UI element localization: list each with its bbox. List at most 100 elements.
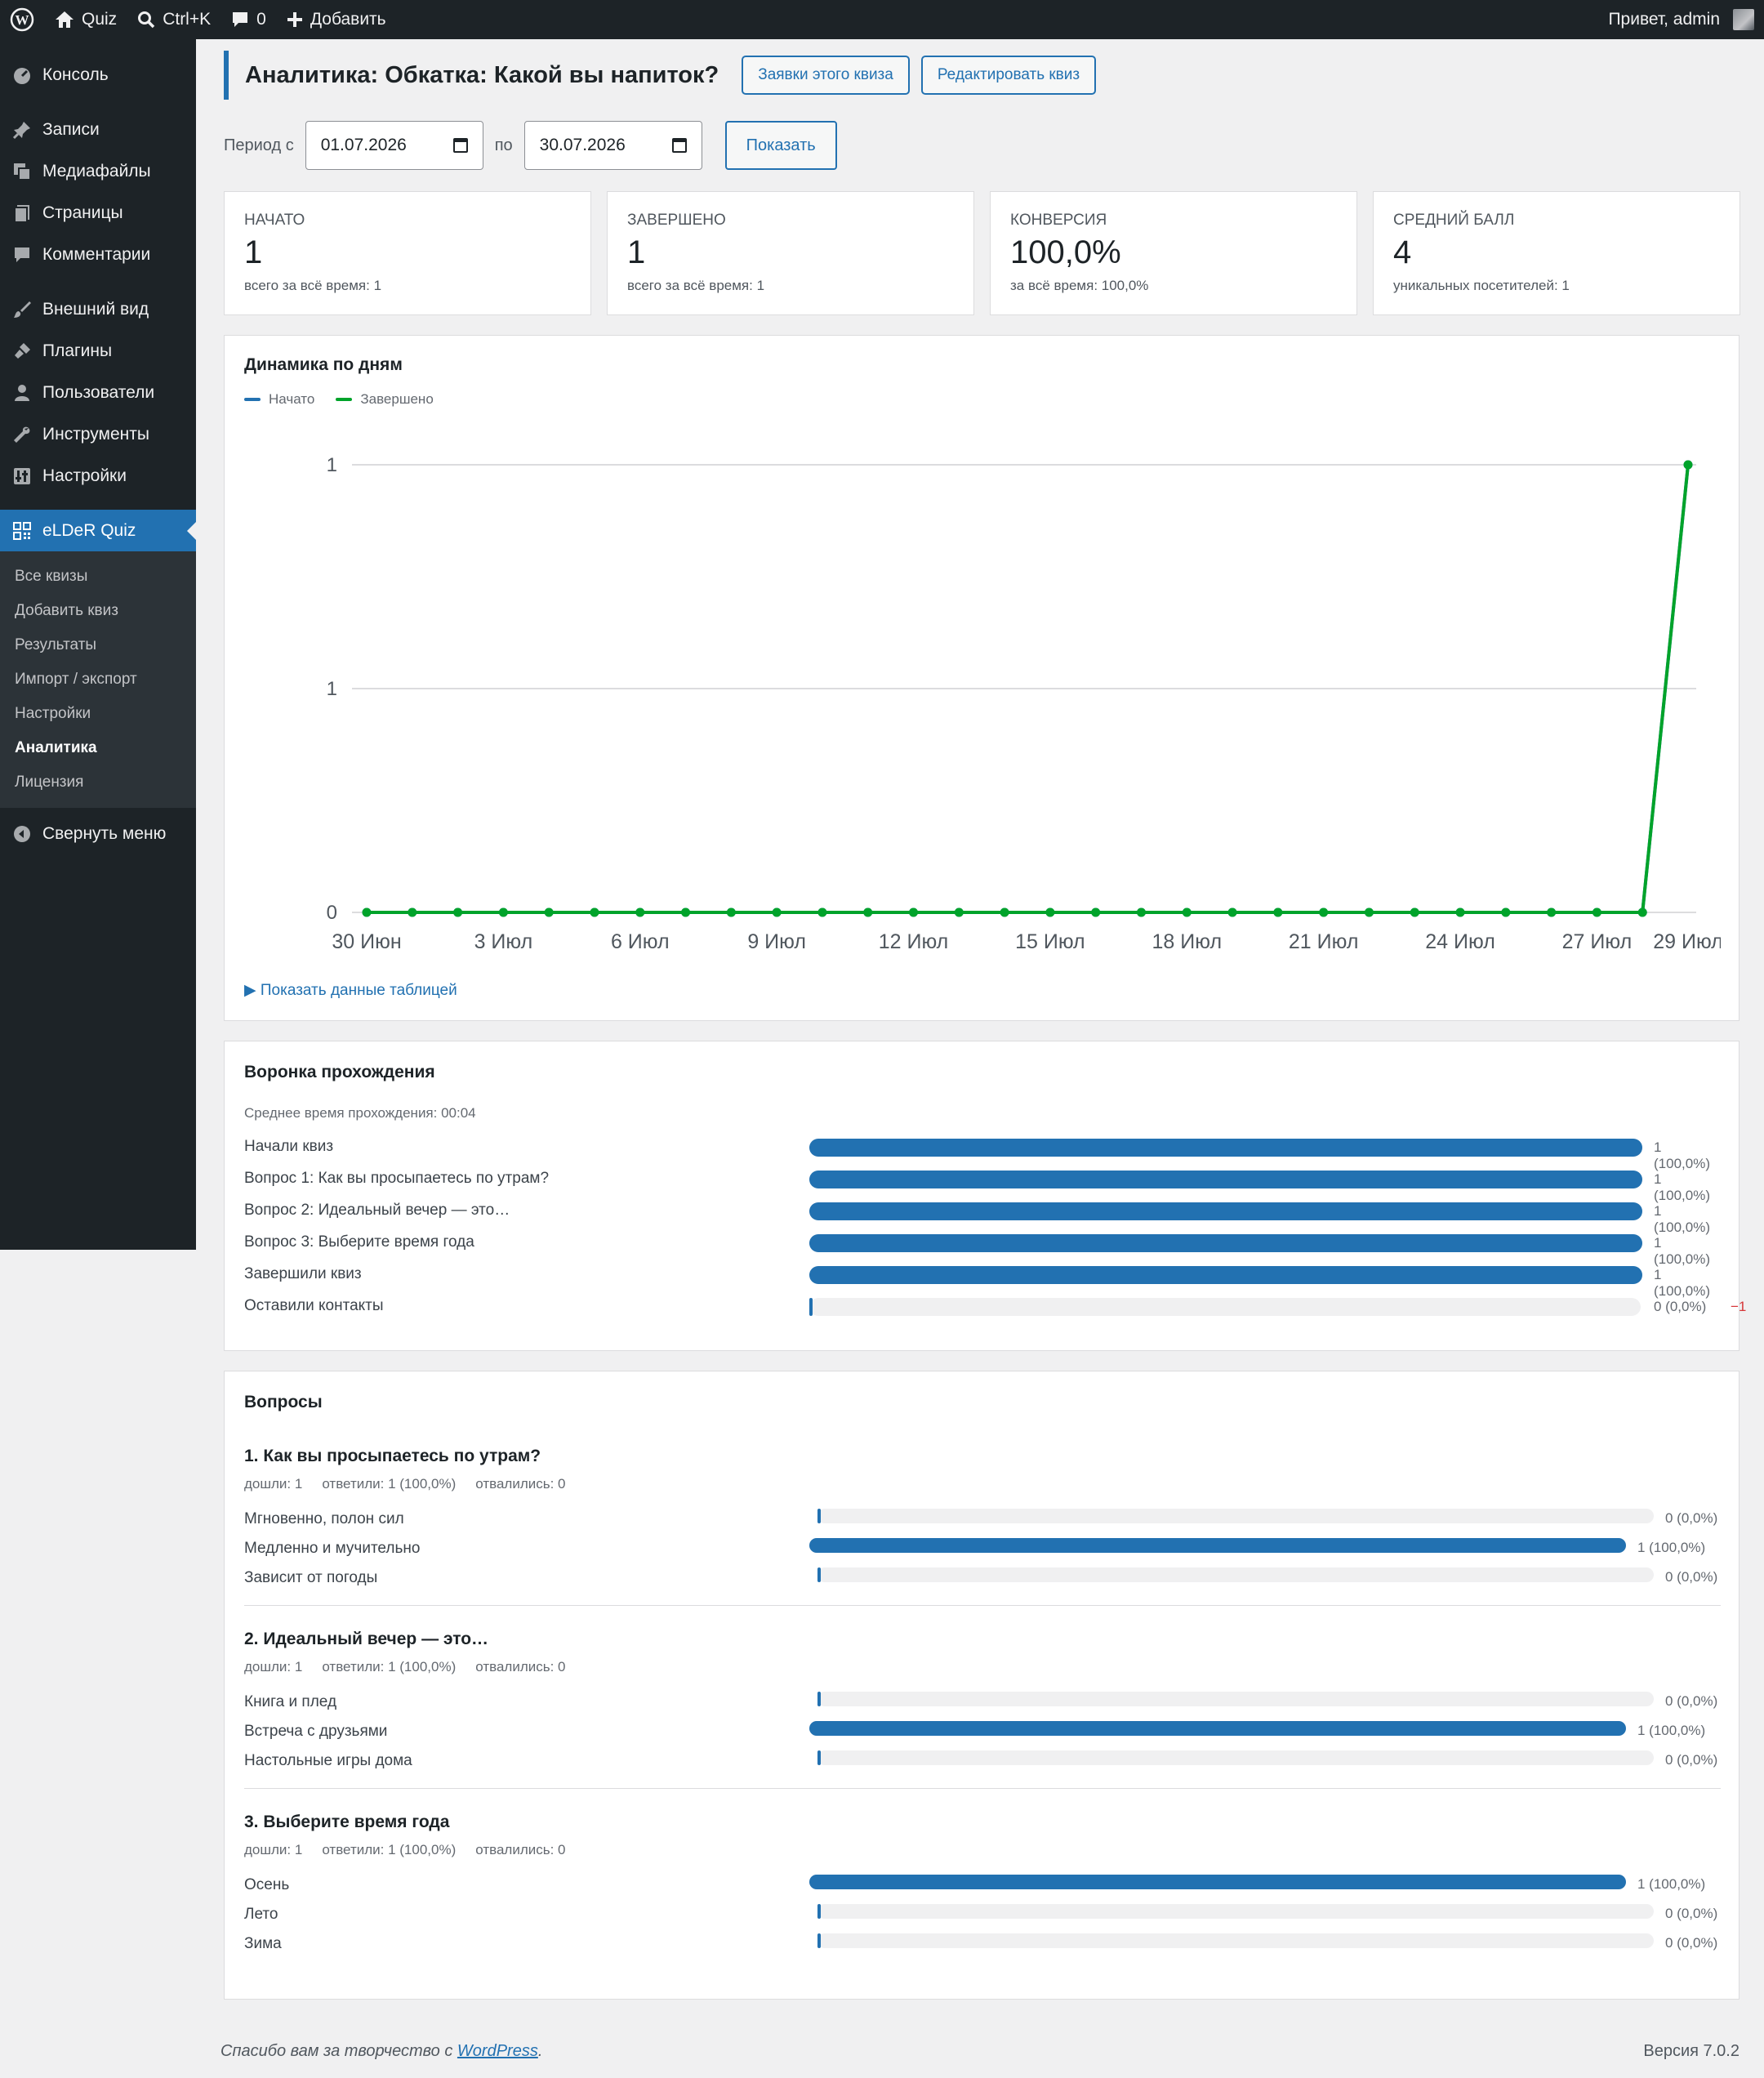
wordpress-link[interactable]: WordPress <box>457 2042 538 2060</box>
data-point <box>544 907 554 917</box>
collapse-menu-button[interactable]: Свернуть меню <box>0 813 196 854</box>
question-meta-reached: дошли: 1 <box>244 1476 303 1492</box>
comments-link[interactable]: 0 <box>220 0 276 39</box>
answer-value: 0 (0,0%) <box>1665 1693 1718 1709</box>
search-icon <box>138 11 155 29</box>
funnel-label: Начали квиз <box>244 1138 334 1155</box>
data-point <box>1273 907 1283 917</box>
answer-label: Мгновенно, полон сил <box>244 1510 404 1527</box>
question-divider <box>244 1605 1721 1606</box>
data-point <box>635 907 645 917</box>
menu-comments[interactable]: Комментарии <box>0 234 196 275</box>
dynamics-card: Динамика по дням Начато Завершено 0 1 1 30 … <box>224 335 1740 1021</box>
menu-media[interactable]: Медиафайлы <box>0 150 196 192</box>
data-point <box>1000 907 1009 917</box>
answer-value: 0 (0,0%) <box>1665 1569 1718 1585</box>
question-meta-answered: ответили: 1 (100,0%) <box>322 1659 457 1674</box>
question-meta-reached: дошли: 1 <box>244 1842 303 1857</box>
submenu-license[interactable]: Лицензия <box>15 774 84 791</box>
data-point <box>590 907 599 917</box>
comment-icon <box>233 12 248 27</box>
answer-bar-fill <box>817 1933 821 1948</box>
submenu-analytics[interactable]: Аналитика <box>15 739 97 756</box>
submenu-settings[interactable]: Настройки <box>15 705 91 722</box>
settings-icon <box>11 466 33 487</box>
menu-label: Консоль <box>42 65 109 84</box>
data-point <box>1319 907 1329 917</box>
show-button[interactable]: Показать <box>724 121 837 170</box>
funnel-bar-track <box>809 1171 1642 1188</box>
x-tick-label: 18 Июл <box>1152 930 1223 953</box>
x-tick-label: 30 Июн <box>332 930 401 953</box>
answer-label: Встреча с друзьями <box>244 1723 388 1740</box>
legend-label: Начато <box>269 391 315 407</box>
data-point <box>817 907 827 917</box>
legend-item-started[interactable]: Начато <box>244 391 314 408</box>
menu-appearance[interactable]: Внешний вид <box>0 288 196 330</box>
x-tick-label: 21 Июл <box>1289 930 1359 953</box>
data-point <box>498 907 508 917</box>
answer-value: 1 (100,0%) <box>1637 1723 1706 1738</box>
calendar-icon[interactable] <box>671 138 687 153</box>
funnel-value: 1 (100,0%) <box>1654 1267 1710 1299</box>
answer-bar-track <box>817 1567 1654 1582</box>
funnel-label: Оставили контакты <box>244 1297 384 1314</box>
data-point <box>408 907 417 917</box>
answer-row: Зима 0 (0,0%) <box>244 1933 1721 1955</box>
funnel-bar-fill <box>809 1139 1642 1157</box>
avg-time: Среднее время прохождения: 00:04 <box>244 1105 476 1121</box>
answer-value: 0 (0,0%) <box>1665 1510 1718 1526</box>
x-tick-label: 6 Июл <box>611 930 670 953</box>
data-point <box>1455 907 1465 917</box>
answer-bar-track <box>809 1875 1626 1889</box>
x-tick-label: 24 Июл <box>1425 930 1495 953</box>
menu-label: Медиафайлы <box>42 161 151 181</box>
menu-tools[interactable]: Инструменты <box>0 413 196 455</box>
funnel-delta: −1 <box>1731 1299 1747 1314</box>
data-point <box>772 907 782 917</box>
question-title: 3. Выберите время года <box>244 1813 450 1831</box>
data-point <box>1410 907 1419 917</box>
page-header: Аналитика: Обкатка: Какой вы напиток? За… <box>224 51 1097 100</box>
edit-quiz-button[interactable]: Редактировать квиз <box>920 56 1097 95</box>
funnel-label: Вопрос 3: Выберите время года <box>244 1233 474 1251</box>
show-table-toggle[interactable]: ▶ Показать данные таблицей <box>244 982 457 999</box>
stat-card-avg-score: СРЕДНИЙ БАЛЛ 4 уникальных посетителей: 1 <box>1373 191 1740 315</box>
media-icon <box>11 161 33 182</box>
date-to-input[interactable]: 30.07.2026 <box>523 121 702 170</box>
quiz-requests-button[interactable]: Заявки этого квиза <box>742 56 910 95</box>
funnel-bar-fill <box>809 1298 813 1316</box>
menu-elder-quiz[interactable]: eLDeR Quiz <box>0 510 196 551</box>
funnel-row: Вопрос 1: Как вы просыпаетесь по утрам? 1… <box>244 1170 1721 1203</box>
add-new-menu[interactable]: Добавить <box>276 0 396 39</box>
menu-label: Инструменты <box>42 424 149 444</box>
date-from-input[interactable]: 01.07.2026 <box>305 121 483 170</box>
answer-bar-fill <box>817 1904 821 1919</box>
pages-icon <box>11 203 33 224</box>
menu-settings[interactable]: Настройки <box>0 455 196 497</box>
menu-pages[interactable]: Страницы <box>0 192 196 234</box>
collapse-arrow-icon <box>11 823 33 845</box>
submenu-add-quiz[interactable]: Добавить квиз <box>15 602 118 619</box>
wordpress-logo-icon[interactable]: W <box>0 0 44 39</box>
menu-posts[interactable]: Записи <box>0 109 196 150</box>
menu-plugins[interactable]: Плагины <box>0 330 196 372</box>
stat-label: НАЧАТО <box>244 212 305 229</box>
dynamics-line-chart: 0 1 1 30 Июн 3 Июл 6 Июл 9 Июл 12 Июл 15 Июл 18 И… <box>327 454 1721 953</box>
data-point <box>453 907 463 917</box>
site-link[interactable]: Quiz <box>44 0 127 39</box>
menu-users[interactable]: Пользователи <box>0 372 196 413</box>
command-search[interactable]: Ctrl+K <box>127 0 220 39</box>
submenu-import-export[interactable]: Импорт / экспорт <box>15 671 137 688</box>
account-menu[interactable]: Привет, admin <box>1598 0 1764 39</box>
submenu-results[interactable]: Результаты <box>15 636 97 653</box>
funnel-row: Вопрос 2: Идеальный вечер — это… 1 (100,0… <box>244 1202 1721 1235</box>
answer-bar-track <box>817 1933 1654 1948</box>
answer-row: Осень 1 (100,0%) <box>244 1875 1721 1896</box>
answer-value: 0 (0,0%) <box>1665 1906 1718 1921</box>
legend-item-completed[interactable]: Завершено <box>336 391 434 408</box>
funnel-row: Завершили квиз 1 (100,0%) <box>244 1265 1721 1299</box>
submenu-all-quizzes[interactable]: Все квизы <box>15 568 88 585</box>
menu-dashboard[interactable]: Консоль <box>0 54 196 96</box>
calendar-icon[interactable] <box>452 138 468 153</box>
